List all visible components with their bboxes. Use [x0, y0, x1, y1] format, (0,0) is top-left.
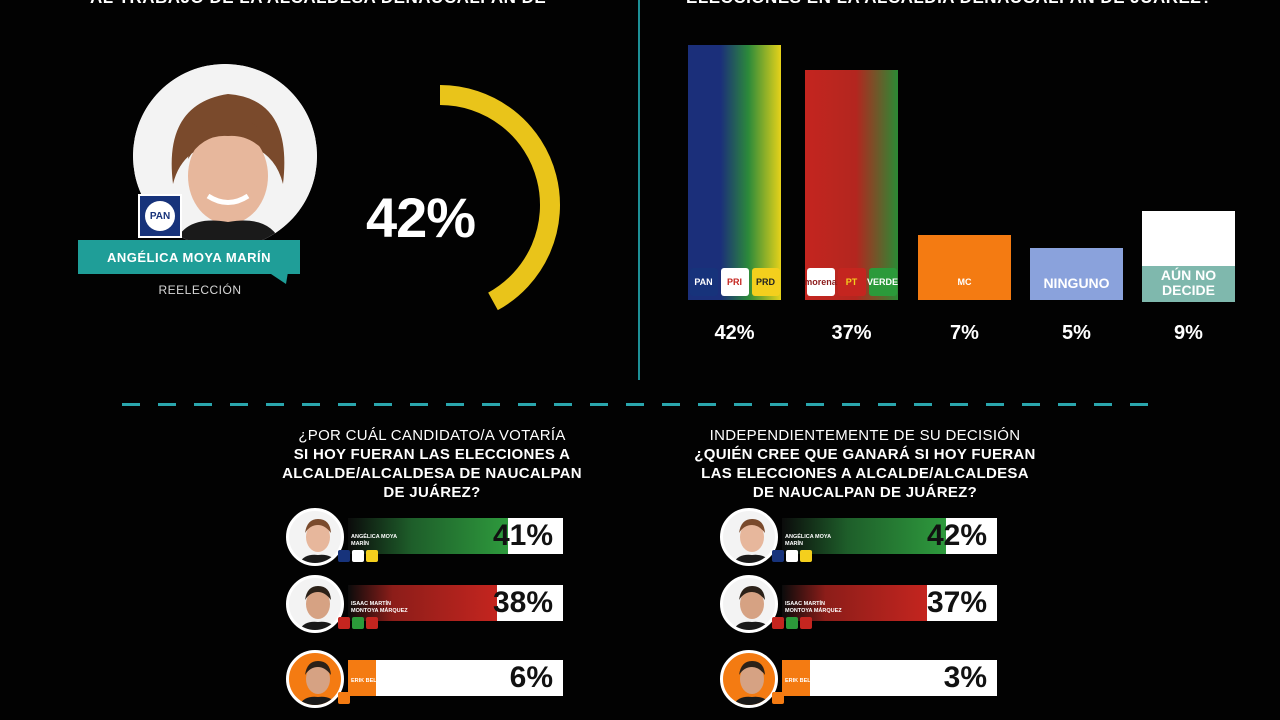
candidate-name-1-2: ERIK BELLER [785, 678, 822, 684]
vbar-0 [688, 45, 781, 300]
vbar-text-4: AÚN NO DECIDE [1142, 266, 1235, 302]
candidate-photo-1-1 [720, 575, 778, 633]
candidate-party-logos-0-1 [338, 617, 378, 629]
gauge-arc [439, 85, 560, 311]
hbar-fill-1-2 [782, 660, 810, 696]
candidate-name-0-0: ANGÉLICA MOYA MARÍN [351, 534, 398, 547]
verde-logo: VERDE [867, 268, 898, 296]
morena-logo: morena [804, 268, 837, 296]
hbar-value-label-1-0: 42% [926, 519, 987, 552]
candidate-party-logos-0-0 [338, 550, 378, 562]
reelection-label: REELECCIÓN [158, 283, 242, 297]
prd-logo: PRD [751, 268, 780, 296]
hbar-track-1-2 [782, 660, 997, 696]
hbar-value-label-1-1: 37% [926, 586, 987, 619]
candidate-portrait [133, 64, 317, 248]
candidate-party-logos-1-2 [772, 692, 784, 704]
vbar-value-label-0: 42% [714, 322, 755, 344]
approval-title: AL TRABAJO DE LA ALCALDESA DE NAUCALPAN … [90, 0, 570, 12]
candidate-party-logos-1-1 [772, 617, 812, 629]
vbar-value-label-1: 37% [831, 322, 872, 344]
candidate-party-logos-0-2 [338, 692, 350, 704]
banner-tail-icon [268, 272, 288, 284]
hbar-fill-1-1 [782, 585, 927, 621]
question-vote-title: ¿POR CUÁL CANDIDATO/A VOTARÍA SI HOY FUE… [282, 427, 582, 501]
pan-logo: PAN [138, 194, 182, 238]
hbar-value-label-1-2: 3% [943, 661, 987, 694]
candidate-photo-0-1 [286, 575, 344, 633]
vbar-value-label-3: 5% [1062, 322, 1091, 344]
candidate-name-banner: ANGÉLICA MOYA MARÍN [78, 240, 300, 274]
approval-percent: 42% [366, 186, 476, 249]
candidate-photo-0-2 [286, 650, 344, 708]
candidate-name-1-1: ISAAC MARTÍN MONTOYA MÁRQUEZ [785, 601, 842, 614]
hbar-fill-0-0 [348, 518, 508, 554]
question-winner-title: INDEPENDIENTEMENTE DE SU DECISIÓN ¿QUIÉN… [694, 427, 1036, 501]
hbar-value-label-0-1: 38% [492, 586, 553, 619]
vbar-text-3: NINGUNO [1043, 275, 1110, 291]
candidate-photo-1-0 [720, 508, 778, 566]
candidate-party-logos-1-0 [772, 550, 812, 562]
pan-logo: PAN [689, 268, 718, 296]
candidate-photo-0-0 [286, 508, 344, 566]
pt-logo: PT [837, 268, 866, 296]
vbar-value-label-2: 7% [950, 322, 979, 344]
candidate-photo-1-2 [720, 650, 778, 708]
pri-logo: PRI [720, 268, 749, 296]
approval-gauge [439, 85, 560, 311]
hbar-fill-0-2 [348, 660, 376, 696]
hbar-fill-1-0 [782, 518, 946, 554]
vbar-3 [1030, 248, 1123, 300]
hbar-value-label-0-2: 6% [509, 661, 553, 694]
candidate-name-1-0: ANGÉLICA MOYA MARÍN [785, 534, 832, 547]
mc-logo: MC [939, 268, 990, 296]
hbar-value-label-0-0: 41% [492, 519, 553, 552]
vbar-1 [805, 70, 898, 300]
section-divider-vertical [638, 0, 640, 380]
vbar-value-label-4: 9% [1174, 322, 1203, 344]
vote-intention-title: ELECCIONES EN LA ALCALDÍA DE NAUCALPAN D… [686, 0, 1246, 12]
section-divider-dashed [122, 403, 1152, 406]
candidate-name-0-1: ISAAC MARTÍN MONTOYA MÁRQUEZ [351, 601, 408, 614]
candidate-name-0-2: ERIK BELLER [351, 678, 388, 684]
hbar-fill-0-1 [348, 585, 497, 621]
hbar-track-0-2 [348, 660, 563, 696]
